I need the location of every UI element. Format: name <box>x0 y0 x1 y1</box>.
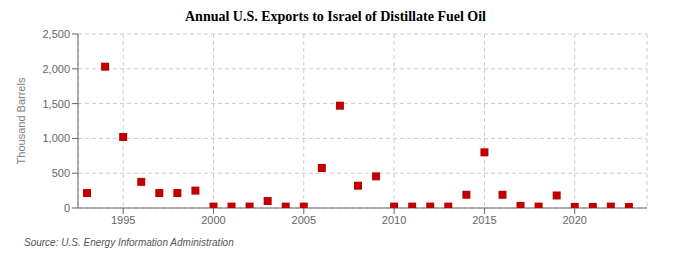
svg-text:2000: 2000 <box>201 214 225 226</box>
svg-text:2005: 2005 <box>292 214 316 226</box>
html-text:Annual U.S. Exports to Israel: Annual U.S. Exports to Israel of Distill… <box>185 9 486 24</box>
svg-text:2,500: 2,500 <box>42 28 70 40</box>
svg-text:Thousand Barrels: Thousand Barrels <box>15 77 27 164</box>
svg-text:1,000: 1,000 <box>42 132 70 144</box>
svg-text:1995: 1995 <box>111 214 135 226</box>
svg-text:2020: 2020 <box>563 214 587 226</box>
svg-text:2010: 2010 <box>382 214 406 226</box>
svg-text:500: 500 <box>52 167 70 179</box>
html-text:Source: U.S. Energy Informatio: Source: U.S. Energy Information Administ… <box>24 237 234 248</box>
svg-text:2015: 2015 <box>472 214 496 226</box>
svg-text:1,500: 1,500 <box>42 98 70 110</box>
svg-text:2,000: 2,000 <box>42 63 70 75</box>
svg-text:0: 0 <box>64 202 70 214</box>
